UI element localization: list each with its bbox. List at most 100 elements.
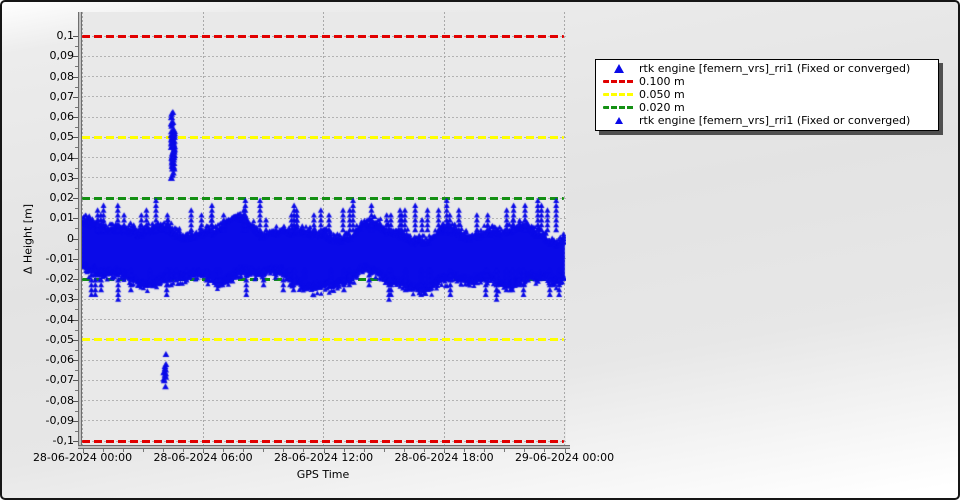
y-tick-label: -0,01 bbox=[45, 251, 74, 265]
x-axis-minor-tick bbox=[243, 449, 245, 452]
x-axis-minor-tick bbox=[423, 449, 425, 452]
x-tick-label: 28-06-2024 18:00 bbox=[394, 451, 494, 464]
yellow-dash-line-icon bbox=[599, 93, 639, 96]
triangle-marker-icon bbox=[599, 64, 639, 73]
x-axis-minor-tick bbox=[484, 449, 486, 452]
x-tick-label: 28-06-2024 00:00 bbox=[32, 451, 133, 464]
y-axis-minor-tick bbox=[75, 309, 78, 311]
y-axis-minor-tick bbox=[75, 147, 78, 149]
y-tick-label: 0,03 bbox=[49, 170, 75, 184]
y-axis-tick bbox=[73, 319, 78, 321]
y-axis-tick bbox=[73, 380, 78, 382]
y-axis-minor-tick bbox=[75, 127, 78, 129]
legend-row: 0.100 m bbox=[599, 75, 935, 88]
y-axis-minor-tick bbox=[75, 329, 78, 331]
x-axis-minor-tick bbox=[82, 449, 84, 452]
y-axis-tick bbox=[73, 36, 78, 37]
legend-row: rtk engine [femern_vrs]_rri1 (Fixed or c… bbox=[599, 62, 935, 75]
legend-label: rtk engine [femern_vrs]_rri1 (Fixed or c… bbox=[639, 114, 911, 127]
y-axis-tick bbox=[73, 157, 78, 159]
x-tick-label: 28-06-2024 06:00 bbox=[153, 451, 253, 464]
x-tick-label: 29-06-2024 00:00 bbox=[514, 451, 615, 464]
y-tick-label: 0,06 bbox=[49, 110, 75, 123]
y-axis-tick bbox=[73, 400, 78, 402]
x-axis-minor-tick bbox=[564, 449, 566, 452]
y-tick-label: -0,08 bbox=[45, 393, 74, 407]
x-axis-title: GPS Time bbox=[296, 468, 350, 481]
legend-label: rtk engine [femern_vrs]_rri1 (Fixed or c… bbox=[639, 62, 911, 75]
y-tick-label: 0 bbox=[67, 231, 74, 245]
y-axis-tick bbox=[73, 117, 78, 118]
x-axis-minor-tick bbox=[464, 449, 466, 452]
y-tick-label: 0,07 bbox=[49, 89, 75, 103]
y-axis-tick bbox=[73, 279, 78, 280]
y-tick-label: -0,02 bbox=[45, 272, 74, 285]
triangle-marker-icon bbox=[599, 117, 639, 124]
y-tick-label: -0,09 bbox=[45, 413, 74, 427]
y-tick-label: 0,05 bbox=[49, 130, 75, 144]
x-axis-minor-tick bbox=[122, 449, 124, 452]
legend-row: 0.050 m bbox=[599, 88, 935, 101]
y-axis-tick bbox=[73, 137, 78, 139]
x-axis-minor-tick bbox=[162, 449, 164, 452]
red-dash-line-icon bbox=[599, 80, 639, 83]
y-tick-label: 0,02 bbox=[49, 191, 75, 204]
y-axis-minor-tick bbox=[75, 106, 78, 108]
x-axis-minor-tick bbox=[343, 449, 345, 452]
scatter-canvas bbox=[80, 12, 566, 446]
y-axis-tick bbox=[73, 177, 78, 179]
y-axis-tick bbox=[73, 96, 78, 98]
x-axis-minor-tick bbox=[142, 449, 144, 452]
x-axis-minor-tick bbox=[182, 449, 184, 452]
y-axis-tick bbox=[73, 441, 78, 442]
y-tick-label: -0,04 bbox=[45, 312, 74, 326]
y-tick-label: -0,06 bbox=[45, 353, 74, 366]
x-axis-minor-tick bbox=[283, 449, 285, 452]
y-axis-minor-tick bbox=[75, 289, 78, 291]
x-axis-minor-tick bbox=[263, 449, 265, 452]
y-axis-minor-tick bbox=[75, 187, 78, 189]
y-axis-minor-tick bbox=[75, 228, 78, 230]
y-axis-tick bbox=[73, 258, 78, 260]
y-axis-tick bbox=[73, 218, 78, 220]
y-tick-label: -0,03 bbox=[45, 292, 74, 306]
x-tick-label: 28-06-2024 12:00 bbox=[273, 451, 374, 464]
x-axis-minor-tick bbox=[444, 449, 445, 452]
y-tick-label: -0,07 bbox=[45, 373, 74, 387]
x-axis-line bbox=[78, 445, 570, 449]
legend-label: 0.100 m bbox=[639, 75, 685, 88]
y-axis-minor-tick bbox=[75, 390, 78, 392]
y-axis-minor-tick bbox=[75, 86, 78, 88]
legend-label: 0.050 m bbox=[639, 88, 685, 101]
x-axis-minor-tick bbox=[363, 449, 365, 452]
y-axis-tick bbox=[73, 420, 78, 422]
y-tick-label: -0,1 bbox=[52, 434, 74, 447]
x-axis-minor-tick bbox=[383, 449, 385, 452]
legend: rtk engine [femern_vrs]_rri1 (Fixed or c… bbox=[595, 59, 939, 131]
x-axis-minor-tick bbox=[403, 449, 405, 452]
x-axis-minor-tick bbox=[203, 449, 204, 452]
y-axis-minor-tick bbox=[75, 46, 78, 48]
y-axis-minor-tick bbox=[75, 370, 78, 372]
y-axis-minor-tick bbox=[75, 248, 78, 250]
y-axis-minor-tick bbox=[75, 167, 78, 169]
legend-row: rtk engine [femern_vrs]_rri1 (Fixed or c… bbox=[599, 114, 935, 127]
y-axis-minor-tick bbox=[75, 349, 78, 351]
green-dash-line-icon bbox=[599, 106, 639, 109]
x-axis-minor-tick bbox=[544, 449, 546, 452]
y-axis-tick bbox=[73, 339, 78, 341]
y-axis-minor-tick bbox=[75, 430, 78, 432]
y-axis-tick bbox=[73, 198, 78, 199]
x-axis-minor-tick bbox=[524, 449, 526, 452]
x-axis-minor-tick bbox=[102, 449, 104, 452]
legend-label: 0.020 m bbox=[639, 101, 685, 114]
y-tick-label: 0,1 bbox=[56, 29, 75, 42]
legend-row: 0.020 m bbox=[599, 101, 935, 114]
y-axis-tick bbox=[73, 299, 78, 301]
y-axis-tick bbox=[73, 238, 78, 240]
y-axis-tick bbox=[73, 56, 78, 58]
y-axis-minor-tick bbox=[75, 208, 78, 210]
y-axis-tick bbox=[73, 76, 78, 78]
y-axis-line bbox=[78, 12, 82, 449]
